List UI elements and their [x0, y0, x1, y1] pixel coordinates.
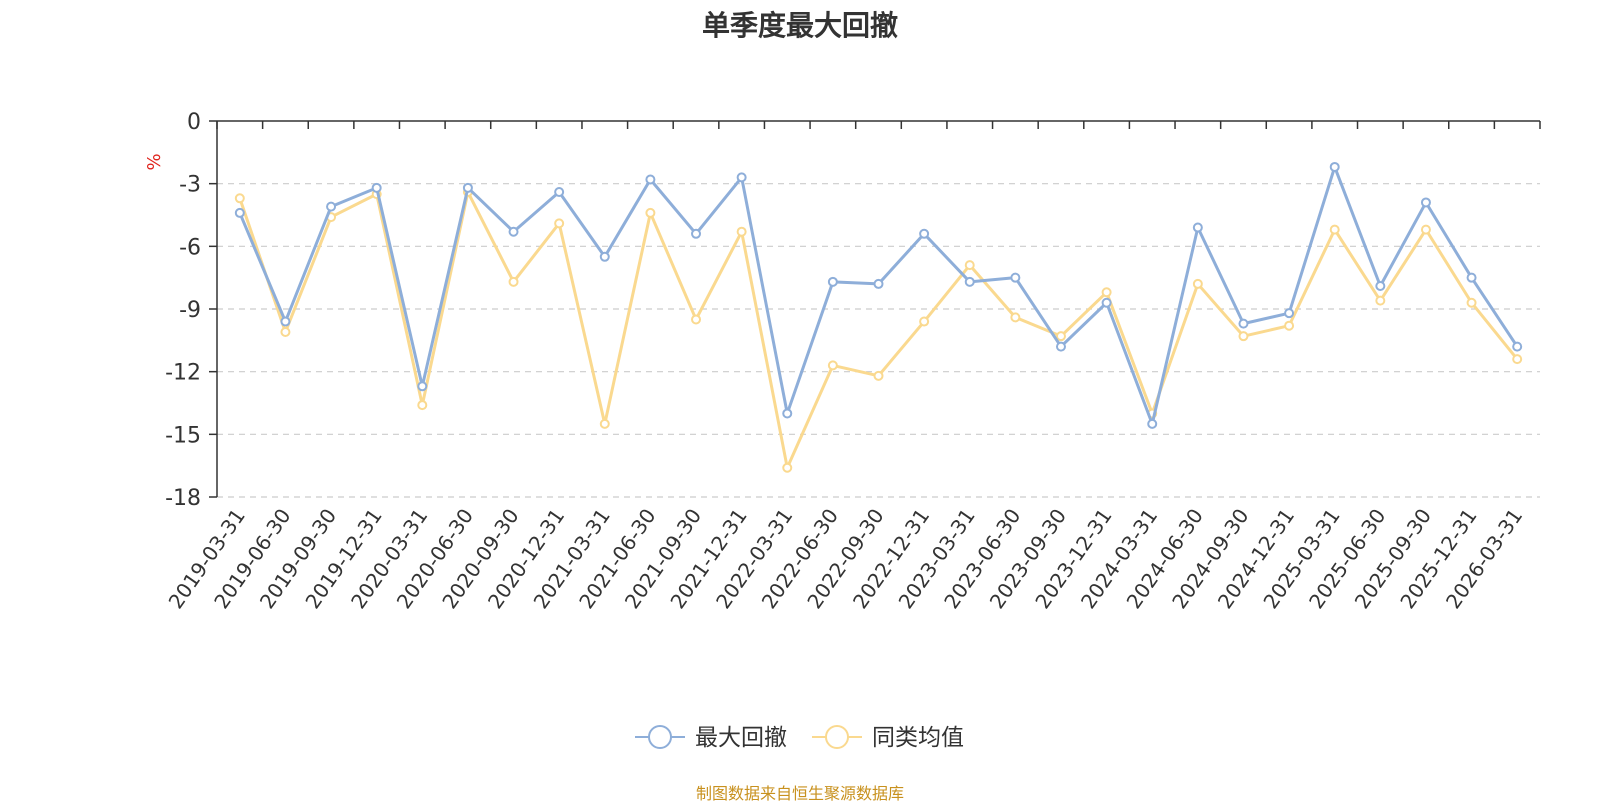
y-tick-label: -15: [165, 423, 201, 448]
data-point: [1329, 224, 1340, 235]
data-point: [691, 228, 702, 239]
data-point: [417, 400, 428, 411]
chart-title: 单季度最大回撤: [701, 9, 898, 42]
data-point: [827, 276, 838, 287]
y-tick-label: -9: [179, 298, 201, 323]
data-point: [1147, 418, 1158, 429]
data-point: [782, 462, 793, 473]
data-point: [326, 201, 337, 212]
data-point: [645, 174, 656, 185]
series-line-1: [238, 190, 1519, 470]
data-point: [1010, 272, 1021, 283]
data-point: [1420, 197, 1431, 208]
legend-label: 同类均值: [872, 725, 964, 751]
data-point: [599, 418, 610, 429]
legend-swatch-marker: [825, 725, 849, 749]
data-point: [827, 360, 838, 371]
data-point: [371, 182, 382, 193]
data-point: [1375, 281, 1386, 292]
series-line-0: [238, 165, 1519, 426]
data-point: [964, 276, 975, 287]
y-tick-label: -12: [165, 361, 201, 386]
data-point: [691, 314, 702, 325]
axes: 0-3-6-9-12-15-182019-03-312019-06-302019…: [164, 110, 1541, 613]
data-point: [1466, 297, 1477, 308]
grid-lines: [217, 183, 1540, 498]
data-point: [280, 326, 291, 337]
y-tick-label: -6: [179, 235, 201, 260]
data-point: [919, 228, 930, 239]
source-note: 制图数据来自恒生聚源数据库: [695, 784, 904, 803]
data-point: [1192, 222, 1203, 233]
data-point: [1238, 318, 1249, 329]
legend-swatch-marker: [648, 725, 672, 749]
data-point: [1101, 287, 1112, 298]
y-tick-label: 0: [187, 110, 201, 135]
data-point: [1055, 331, 1066, 342]
data-point: [1512, 341, 1523, 352]
data-point: [554, 187, 565, 198]
legend-item-0[interactable]: 最大回撤: [635, 725, 787, 751]
data-point: [1192, 278, 1203, 289]
legend-item-1[interactable]: 同类均值: [812, 725, 964, 751]
data-point: [1055, 341, 1066, 352]
legend-label: 最大回撤: [695, 725, 787, 751]
data-point: [417, 381, 428, 392]
data-point: [234, 207, 245, 218]
data-point: [1101, 297, 1112, 308]
data-point: [964, 260, 975, 271]
data-point: [873, 370, 884, 381]
data-point: [1375, 295, 1386, 306]
data-point: [782, 408, 793, 419]
data-point: [645, 207, 656, 218]
data-point: [234, 193, 245, 204]
data-point: [1284, 320, 1295, 331]
data-point: [1284, 308, 1295, 319]
data-point: [873, 278, 884, 289]
data-point: [736, 226, 747, 237]
data-point: [736, 172, 747, 183]
data-point: [508, 226, 519, 237]
data-point: [1512, 354, 1523, 365]
y-axis-unit-label: %: [144, 153, 165, 170]
data-point: [599, 251, 610, 262]
y-tick-label: -3: [179, 173, 201, 198]
data-point: [1329, 161, 1340, 172]
data-point: [554, 218, 565, 229]
data-point: [1466, 272, 1477, 283]
data-point: [1420, 224, 1431, 235]
data-point: [280, 316, 291, 327]
data-point: [919, 316, 930, 327]
data-point: [1010, 312, 1021, 323]
data-point: [1238, 331, 1249, 342]
data-point: [462, 182, 473, 193]
y-tick-label: -18: [165, 486, 201, 511]
legend[interactable]: 最大回撤 同类均值: [635, 725, 964, 751]
series-layer: [234, 161, 1523, 473]
data-point: [508, 276, 519, 287]
